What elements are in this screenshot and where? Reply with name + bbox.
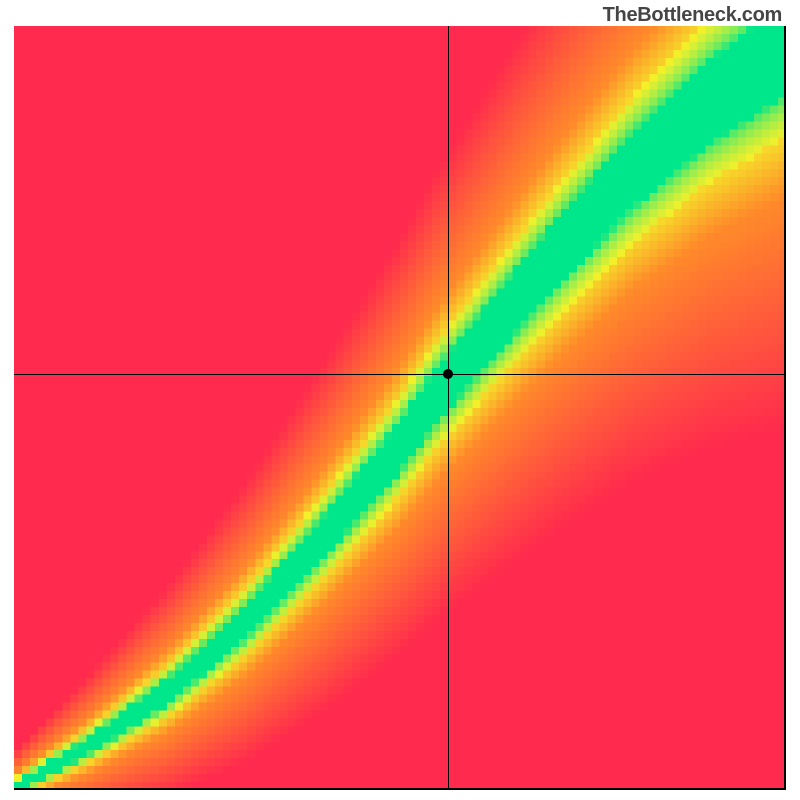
crosshair-marker-dot <box>443 369 453 379</box>
bottleneck-heatmap <box>14 26 786 790</box>
crosshair-horizontal <box>14 374 786 375</box>
chart-container: TheBottleneck.com <box>0 0 800 800</box>
plot-area <box>14 26 786 790</box>
plot-border-right <box>784 26 786 790</box>
crosshair-vertical <box>448 26 449 790</box>
watermark-text: TheBottleneck.com <box>603 4 782 27</box>
plot-border-bottom <box>14 788 786 790</box>
